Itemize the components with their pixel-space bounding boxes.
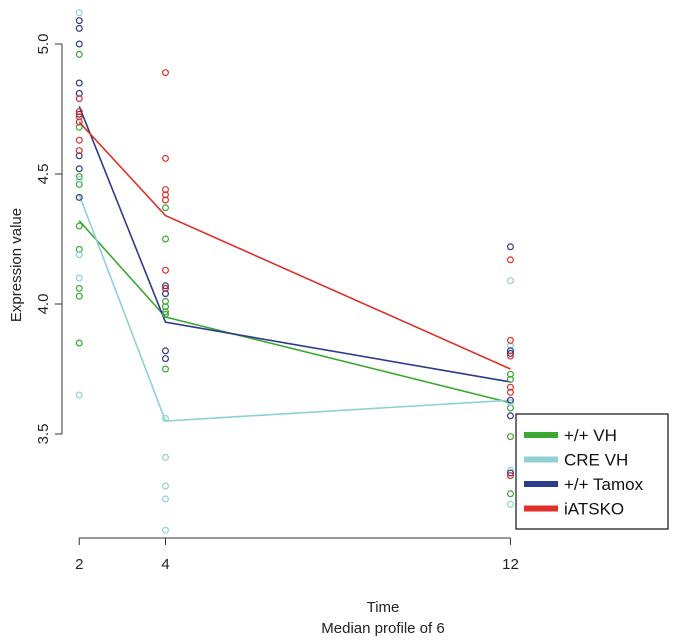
data-point bbox=[75, 136, 83, 144]
data-point bbox=[75, 391, 83, 399]
data-point bbox=[75, 284, 83, 292]
sample-points bbox=[75, 9, 514, 534]
data-point bbox=[75, 95, 83, 103]
data-point bbox=[506, 256, 514, 264]
data-point bbox=[506, 352, 514, 360]
data-point bbox=[506, 490, 514, 498]
data-point bbox=[75, 147, 83, 155]
data-point bbox=[75, 251, 83, 259]
data-point bbox=[75, 222, 83, 230]
legend-label: +/+ Tamox bbox=[564, 475, 644, 494]
data-point bbox=[161, 495, 169, 503]
x-axis-title: Time bbox=[367, 599, 400, 616]
x-tick-label: 2 bbox=[75, 556, 83, 573]
data-point bbox=[75, 292, 83, 300]
data-point bbox=[75, 339, 83, 347]
data-point bbox=[161, 347, 169, 355]
data-point bbox=[161, 191, 169, 199]
data-point bbox=[506, 370, 514, 378]
data-point bbox=[75, 79, 83, 87]
x-tick-label: 4 bbox=[161, 556, 169, 573]
data-point bbox=[506, 375, 514, 383]
data-point bbox=[161, 303, 169, 311]
data-point bbox=[161, 235, 169, 243]
data-point bbox=[75, 17, 83, 25]
data-point bbox=[75, 175, 83, 183]
data-point bbox=[506, 472, 514, 480]
data-point bbox=[161, 414, 169, 422]
data-point bbox=[506, 243, 514, 251]
data-point bbox=[161, 69, 169, 77]
y-tick-label: 4.5 bbox=[35, 164, 52, 185]
data-point bbox=[161, 284, 169, 292]
x-axis-subtitle: Median profile of 6 bbox=[321, 620, 444, 637]
data-point bbox=[161, 310, 169, 318]
median-lines bbox=[78, 106, 511, 422]
y-tick-label: 4.0 bbox=[35, 294, 52, 315]
data-point bbox=[75, 193, 83, 201]
data-point bbox=[75, 113, 83, 121]
data-point bbox=[161, 186, 169, 194]
data-point bbox=[75, 24, 83, 32]
median-line bbox=[78, 121, 511, 370]
data-point bbox=[75, 118, 83, 126]
data-point bbox=[75, 165, 83, 173]
data-point bbox=[506, 500, 514, 508]
data-point bbox=[75, 50, 83, 58]
data-point bbox=[161, 266, 169, 274]
median-line bbox=[78, 106, 511, 383]
median-line bbox=[78, 220, 511, 404]
x-tick-label: 12 bbox=[502, 556, 519, 573]
data-point bbox=[161, 204, 169, 212]
data-point bbox=[506, 399, 514, 407]
data-point bbox=[161, 154, 169, 162]
data-point bbox=[161, 308, 169, 316]
legend-label: CRE VH bbox=[564, 451, 628, 470]
y-tick-label: 5.0 bbox=[35, 34, 52, 55]
data-point bbox=[161, 453, 169, 461]
data-point bbox=[506, 433, 514, 441]
y-tick-label: 3.5 bbox=[35, 424, 52, 445]
data-point bbox=[506, 396, 514, 404]
data-point bbox=[75, 110, 83, 118]
data-point bbox=[75, 173, 83, 181]
y-axis-ticks: 3.5 4.0 4.5 5.0 bbox=[35, 34, 62, 445]
legend: +/+ VH CRE VH +/+ Tamox iATSKO bbox=[515, 413, 669, 530]
data-point bbox=[75, 40, 83, 48]
legend-label: iATSKO bbox=[564, 500, 624, 519]
data-point bbox=[506, 383, 514, 391]
data-point bbox=[506, 412, 514, 420]
data-point bbox=[506, 388, 514, 396]
data-point bbox=[161, 196, 169, 204]
data-point bbox=[506, 349, 514, 357]
x-axis-ticks: 2 4 12 bbox=[75, 538, 519, 573]
data-point bbox=[75, 9, 83, 17]
data-point bbox=[161, 482, 169, 490]
data-point bbox=[506, 277, 514, 285]
data-point bbox=[506, 469, 514, 477]
data-point bbox=[75, 89, 83, 97]
y-axis-title: Expression value bbox=[8, 208, 25, 322]
data-point bbox=[161, 365, 169, 373]
data-point bbox=[75, 274, 83, 282]
data-point bbox=[75, 123, 83, 131]
data-point bbox=[506, 336, 514, 344]
data-point bbox=[161, 282, 169, 290]
data-point bbox=[161, 526, 169, 534]
legend-label: +/+ VH bbox=[564, 426, 617, 445]
data-point bbox=[161, 355, 169, 363]
axes: 2 4 12 3.5 4.0 4.5 5.0 bbox=[35, 34, 519, 573]
